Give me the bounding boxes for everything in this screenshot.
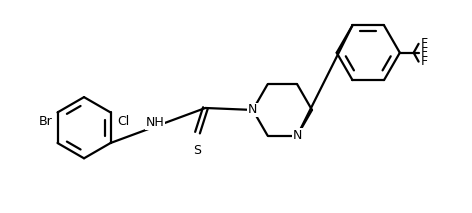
Text: F: F — [421, 37, 428, 50]
Text: S: S — [194, 144, 202, 157]
Text: N: N — [293, 129, 302, 142]
Text: F: F — [421, 55, 428, 68]
Text: NH: NH — [146, 116, 164, 129]
Text: F: F — [421, 46, 428, 59]
Text: Br: Br — [39, 115, 52, 128]
Text: N: N — [248, 104, 257, 117]
Text: Cl: Cl — [118, 115, 130, 128]
